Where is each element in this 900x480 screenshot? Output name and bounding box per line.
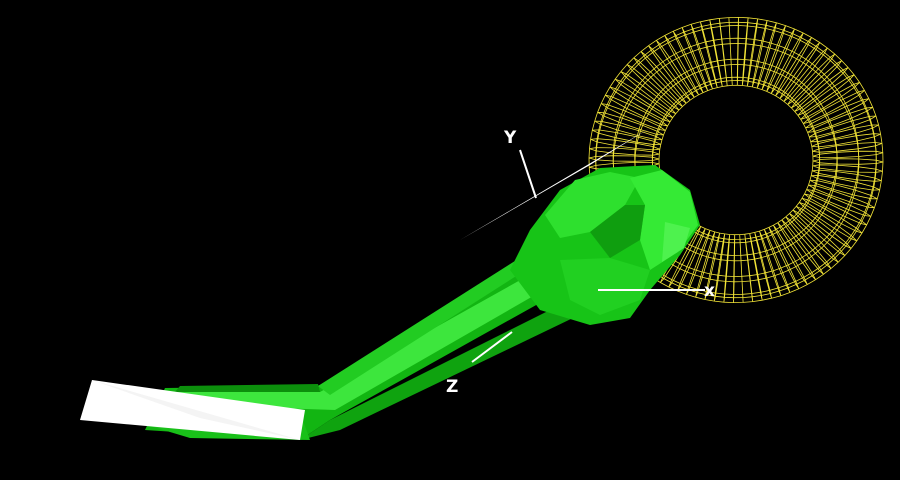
torus-wire-parallel — [588, 16, 884, 304]
torus-wire-meridian — [812, 142, 883, 153]
torus-wire-meridian — [713, 233, 726, 302]
torus-wire-meridian — [741, 17, 749, 86]
arm-shaft-bottom-strip — [300, 290, 600, 440]
arm-shaft-dark-edge — [175, 384, 320, 392]
torus-wire-meridian — [812, 164, 883, 173]
torus-wire-meridian — [739, 234, 744, 303]
green-arm-mesh — [130, 165, 700, 440]
arm-shaft-top — [318, 240, 560, 395]
torus-wire-meridian — [746, 18, 759, 87]
torus-wire-meridian — [620, 71, 676, 115]
torus-wire-meridian — [664, 35, 699, 96]
arm-head-bright-edge — [662, 222, 690, 262]
torus-wire-parallel — [634, 58, 838, 256]
torus-wire-meridian — [736, 17, 739, 86]
torus-wire-meridian — [759, 230, 782, 296]
torus-wire-meridian — [810, 124, 879, 143]
torus-wire-meridian — [723, 234, 731, 303]
white-blade-top — [460, 128, 650, 240]
arm-head-upper-lobe — [545, 172, 640, 238]
white-pointer-shapes — [80, 128, 650, 440]
axis-triad: Y x Z — [446, 128, 715, 397]
torus-wire-parallel — [612, 37, 860, 277]
y-axis-line — [519, 149, 537, 199]
arm-head-dark-facet — [590, 205, 645, 258]
x-axis-label: x — [704, 281, 715, 301]
torus-wire-parallel — [595, 21, 877, 295]
y-axis-label: Y — [503, 128, 517, 148]
torus-wire-meridian — [806, 189, 872, 217]
torus-wire-meridian — [728, 17, 733, 86]
torus-wire-meridian — [690, 24, 713, 90]
torus-wire-meridian — [600, 103, 666, 131]
torus-wire-meridian — [812, 158, 884, 165]
torus-wire-meridian — [589, 147, 660, 156]
torus-wire-parallel — [658, 84, 814, 236]
arm-head-lower-facet — [560, 258, 650, 315]
torus-wire-meridian — [796, 205, 852, 249]
white-blade-bottom-left-inner — [92, 380, 300, 440]
torus-wire-meridian — [773, 224, 808, 285]
z-axis-label: Z — [446, 377, 458, 397]
torus-wire-meridian — [733, 234, 736, 303]
z-axis-line — [471, 331, 513, 363]
torus-wire-parallel — [651, 76, 821, 240]
